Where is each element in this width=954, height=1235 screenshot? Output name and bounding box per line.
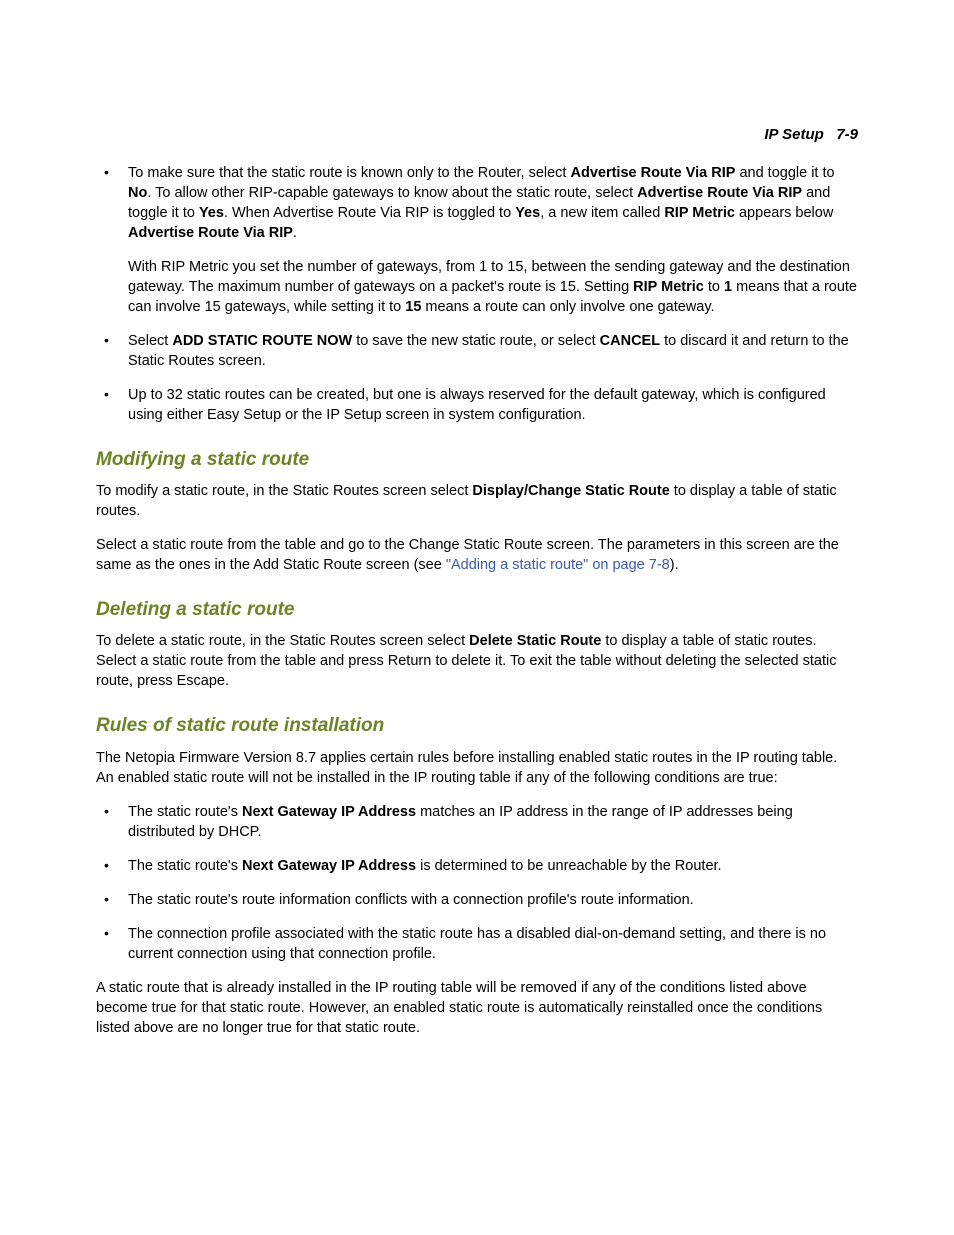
bold-text: Advertise Route Via RIP — [637, 185, 802, 201]
page-content: To make sure that the static route is kn… — [96, 163, 858, 1038]
bold-text: RIP Metric — [664, 205, 735, 221]
bold-text: Advertise Route Via RIP — [570, 165, 735, 181]
text: The static route's route information con… — [128, 892, 694, 908]
heading-rules: Rules of static route installation — [96, 713, 858, 739]
text: To delete a static route, in the Static … — [96, 633, 469, 649]
paragraph: The Netopia Firmware Version 8.7 applies… — [96, 748, 858, 788]
text: The connection profile associated with t… — [128, 926, 826, 962]
text: appears below — [735, 205, 833, 221]
bullet-item: The static route's route information con… — [96, 890, 858, 910]
heading-deleting: Deleting a static route — [96, 597, 858, 623]
bold-text: 1 — [724, 279, 732, 295]
text: The static route's — [128, 804, 242, 820]
text: to — [704, 279, 724, 295]
bold-text: Display/Change Static Route — [472, 483, 669, 499]
bold-text: ADD STATIC ROUTE NOW — [172, 333, 352, 349]
bullet-item: The static route's Next Gateway IP Addre… — [96, 802, 858, 842]
cross-reference-link[interactable]: "Adding a static route" on page 7-8 — [446, 557, 670, 573]
bold-text: Next Gateway IP Address — [242, 858, 416, 874]
page-header: IP Setup 7-9 — [96, 126, 858, 143]
document-page: IP Setup 7-9 To make sure that the stati… — [0, 0, 954, 1038]
text: , a new item called — [540, 205, 664, 221]
text: to save the new static route, or select — [352, 333, 599, 349]
paragraph: Select a static route from the table and… — [96, 535, 858, 575]
bold-text: RIP Metric — [633, 279, 704, 295]
text: The static route's — [128, 858, 242, 874]
bold-text: Advertise Route Via RIP — [128, 225, 293, 241]
sub-paragraph: With RIP Metric you set the number of ga… — [128, 257, 858, 317]
text: Select — [128, 333, 172, 349]
bullet-item: Up to 32 static routes can be created, b… — [96, 385, 858, 425]
text: means a route can only involve one gatew… — [421, 299, 714, 315]
bold-text: CANCEL — [600, 333, 660, 349]
text: and toggle it to — [735, 165, 834, 181]
bullet-item: The connection profile associated with t… — [96, 924, 858, 964]
text: ). — [670, 557, 679, 573]
top-bullet-list: To make sure that the static route is kn… — [96, 163, 858, 425]
paragraph: To delete a static route, in the Static … — [96, 631, 858, 691]
bold-text: Yes — [199, 205, 224, 221]
bold-text: No — [128, 185, 147, 201]
paragraph: A static route that is already installed… — [96, 978, 858, 1038]
text: is determined to be unreachable by the R… — [416, 858, 722, 874]
text: . To allow other RIP-capable gateways to… — [147, 185, 637, 201]
text: . — [293, 225, 297, 241]
bold-text: 15 — [405, 299, 421, 315]
text: To make sure that the static route is kn… — [128, 165, 570, 181]
bold-text: Next Gateway IP Address — [242, 804, 416, 820]
text: To modify a static route, in the Static … — [96, 483, 472, 499]
bold-text: Delete Static Route — [469, 633, 601, 649]
bold-text: Yes — [515, 205, 540, 221]
bullet-item: To make sure that the static route is kn… — [96, 163, 858, 317]
rules-bullet-list: The static route's Next Gateway IP Addre… — [96, 802, 858, 964]
heading-modifying: Modifying a static route — [96, 447, 858, 473]
bullet-item: The static route's Next Gateway IP Addre… — [96, 856, 858, 876]
text: . When Advertise Route Via RIP is toggle… — [224, 205, 515, 221]
header-section: IP Setup — [764, 126, 823, 143]
text: Up to 32 static routes can be created, b… — [128, 387, 826, 423]
bullet-item: Select ADD STATIC ROUTE NOW to save the … — [96, 331, 858, 371]
paragraph: To modify a static route, in the Static … — [96, 481, 858, 521]
header-page-number: 7-9 — [836, 126, 858, 143]
